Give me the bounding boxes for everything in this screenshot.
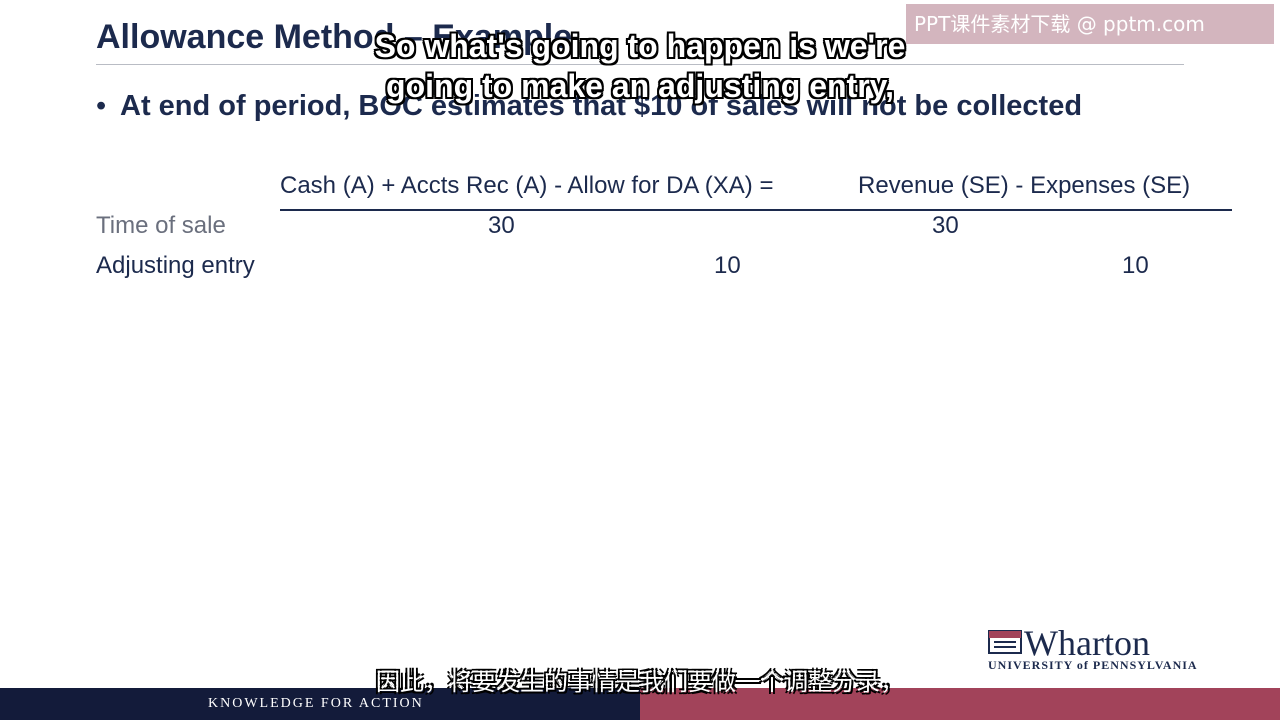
footer-tagline: KNOWLEDGE FOR ACTION bbox=[208, 696, 424, 711]
subtitle-en-line-2: going to make an adjusting entry, bbox=[386, 68, 894, 104]
watermark: PPT课件素材下载 @ pptm.com bbox=[906, 4, 1274, 44]
cell-revenue: 30 bbox=[932, 212, 959, 239]
title-divider bbox=[96, 64, 1184, 65]
bullet-text: At end of period, BOC estimates that $10… bbox=[120, 90, 1083, 122]
equation-right-side: Revenue (SE) - Expenses (SE) bbox=[858, 172, 1191, 199]
bullet-dot: • bbox=[96, 90, 107, 122]
shield-icon bbox=[988, 630, 1022, 654]
slide-title: Allowance Method – Example bbox=[96, 18, 573, 56]
logo-wordmark: Wharton bbox=[1024, 623, 1150, 663]
equation-left-side: Cash (A) + Accts Rec (A) - Allow for DA … bbox=[280, 172, 774, 199]
subtitle-en-line-1: So what's going to happen is we're bbox=[374, 28, 906, 64]
cell-accts-rec: 30 bbox=[488, 212, 515, 239]
row-label-time-of-sale: Time of sale bbox=[96, 212, 226, 239]
wharton-logo: Wharton UNIVERSITY of PENNSYLVANIA bbox=[988, 623, 1197, 672]
row-label-adjusting-entry: Adjusting entry bbox=[96, 252, 255, 279]
logo-university: UNIVERSITY of PENNSYLVANIA bbox=[988, 658, 1198, 672]
subtitle-cn: 因此，将要发生的事情是我们要做一个调整分录， bbox=[376, 668, 904, 696]
cell-expenses: 10 bbox=[1122, 252, 1149, 279]
bullet-point: • At end of period, BOC estimates that $1… bbox=[96, 90, 1082, 123]
header-underline bbox=[280, 209, 1232, 211]
footer-bar-right bbox=[640, 688, 1280, 720]
footer-bar-left: KNOWLEDGE FOR ACTION bbox=[0, 688, 640, 720]
cell-allow-da: 10 bbox=[714, 252, 741, 279]
